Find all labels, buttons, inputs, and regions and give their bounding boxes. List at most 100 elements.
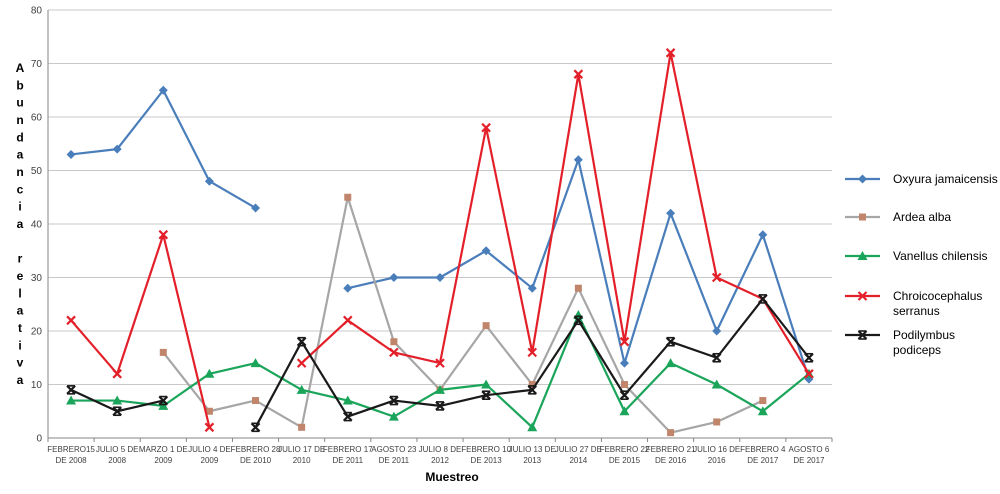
star-marker-stroke [481, 390, 491, 400]
data-point [667, 429, 675, 437]
triangle-marker [158, 400, 169, 410]
y-axis-title-letter: t [18, 321, 22, 335]
data-point [435, 273, 445, 282]
legend-item-vanellus-chilensis: Vanellus chilensis [845, 249, 988, 263]
x-marker-stroke [389, 347, 399, 358]
x-marker-stroke [66, 315, 76, 326]
data-point [343, 283, 353, 293]
diamond-marker [858, 174, 867, 184]
star-marker-stroke [66, 385, 76, 395]
triangle-marker [665, 358, 676, 368]
data-point [619, 406, 630, 416]
data-point [388, 411, 399, 421]
star-marker-stroke [573, 315, 584, 326]
y-axis-title-letter: u [16, 96, 23, 110]
data-point [390, 338, 398, 346]
data-point [435, 358, 445, 368]
data-point [804, 369, 814, 379]
square-marker [620, 381, 628, 388]
diamond-marker [389, 273, 399, 282]
x-tick-label: FEBRERO 17 DE 2011 [323, 445, 373, 465]
data-point [528, 381, 536, 388]
triangle-marker [112, 395, 123, 405]
triangle-marker [481, 379, 492, 389]
x-marker-stroke [857, 291, 868, 301]
data-point [804, 352, 814, 363]
triangle-marker [388, 411, 399, 421]
diamond-marker [435, 273, 445, 282]
x-marker-stroke [204, 422, 215, 433]
x-tick-label: FEBRERO 21 DE 2016 [646, 445, 696, 465]
x-tick-label: AGOSTO 23 DE 2011 [371, 445, 417, 465]
data-point [857, 291, 868, 301]
y-axis-title-letter: e [17, 269, 24, 283]
data-point [342, 315, 353, 326]
y-axis-title-letter: l [18, 286, 21, 300]
data-point [158, 400, 169, 410]
y-axis-title-letter: d [16, 130, 23, 144]
star-marker-stroke [619, 390, 630, 400]
data-point [389, 395, 399, 406]
square-marker [252, 397, 260, 405]
data-point [619, 390, 630, 401]
y-tick-label: 70 [31, 59, 43, 70]
triangle-marker [757, 406, 768, 416]
data-point [204, 176, 214, 186]
data-point [758, 230, 768, 240]
y-axis-title-letter: c [17, 182, 24, 196]
x-marker-stroke [527, 347, 538, 358]
x-tick-label: MARZO 1 DE 2009 [139, 445, 188, 465]
diamond-marker [666, 208, 676, 218]
square-marker [859, 213, 866, 221]
data-point [757, 406, 768, 416]
data-point [527, 422, 538, 432]
x-tick-label: JULIO 4 DE 2009 [188, 445, 231, 465]
legend-label: Chroicocephalus serranus [893, 289, 982, 318]
star-marker-stroke [857, 330, 868, 340]
x-tick-label: JULIO 5 DE 2008 [96, 445, 139, 465]
series-podilymbus-podiceps [66, 294, 814, 433]
x-marker-stroke [665, 48, 676, 58]
y-tick-label: 50 [31, 166, 43, 177]
legend-label: Oxyura jamaicensis [893, 172, 998, 186]
data-point [573, 155, 583, 165]
x-tick-label: JULIO 17 DE 2010 [278, 445, 325, 465]
y-axis-title-letter: a [17, 304, 24, 318]
triangle-marker [204, 368, 215, 378]
legend-label: Podilymbus podiceps [893, 328, 955, 357]
x-marker-stroke [481, 122, 491, 133]
data-point [389, 273, 399, 282]
diamond-marker [619, 358, 629, 368]
legend-item-chroicocephalus-serranus: Chroicocephalus serranus [845, 289, 982, 318]
data-point [112, 144, 122, 154]
square-marker [759, 397, 767, 405]
data-point [481, 379, 492, 389]
y-axis-title-letter: A [16, 61, 25, 75]
data-point [619, 358, 629, 368]
x-tick-label: JULIO 8 DE 2012 [419, 445, 462, 465]
star-marker-stroke [711, 352, 722, 363]
x-marker-stroke [158, 229, 169, 240]
x-tick-label: FEBRERO 22 DE 2015 [600, 445, 650, 465]
data-point [66, 395, 77, 405]
data-point [859, 213, 866, 221]
star-marker-stroke [158, 395, 169, 406]
y-axis-title-letter: a [17, 217, 24, 231]
y-tick-label: 40 [31, 220, 43, 231]
data-point [250, 422, 261, 433]
x-marker-stroke [296, 358, 307, 368]
data-point [711, 379, 722, 389]
star-marker-stroke [112, 406, 122, 417]
y-axis-title-letter: r [18, 252, 23, 266]
data-point [759, 397, 767, 405]
square-marker [390, 338, 398, 346]
star-marker-stroke [435, 401, 445, 411]
series-line [162, 196, 764, 434]
triangle-marker [296, 384, 307, 394]
y-axis-ticks: 0 10 20 30 40 50 60 70 80 [31, 6, 43, 445]
y-tick-label: 30 [31, 273, 43, 284]
